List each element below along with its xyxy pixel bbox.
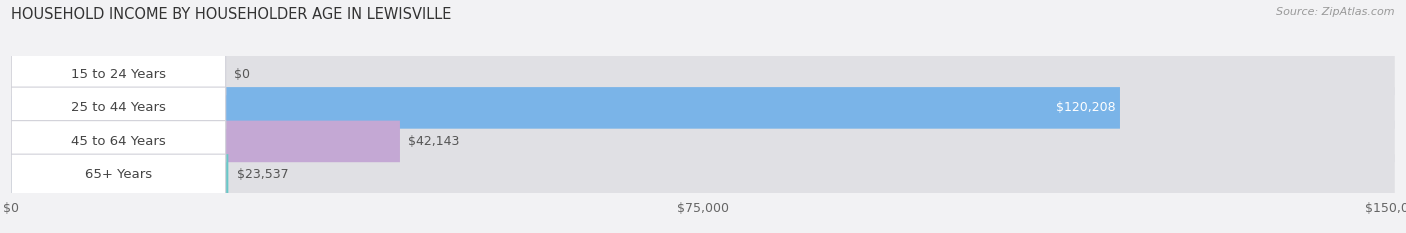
FancyBboxPatch shape: [11, 121, 226, 162]
Text: 65+ Years: 65+ Years: [84, 168, 152, 182]
FancyBboxPatch shape: [11, 54, 1395, 95]
FancyBboxPatch shape: [11, 154, 228, 196]
FancyBboxPatch shape: [11, 154, 1395, 196]
FancyBboxPatch shape: [11, 54, 226, 95]
FancyBboxPatch shape: [11, 87, 1121, 129]
FancyBboxPatch shape: [11, 121, 1395, 162]
Text: $42,143: $42,143: [408, 135, 460, 148]
Text: Source: ZipAtlas.com: Source: ZipAtlas.com: [1277, 7, 1395, 17]
FancyBboxPatch shape: [11, 121, 399, 162]
FancyBboxPatch shape: [11, 87, 226, 129]
Text: $120,208: $120,208: [1056, 101, 1116, 114]
Text: $0: $0: [233, 68, 250, 81]
FancyBboxPatch shape: [11, 154, 226, 196]
Text: 25 to 44 Years: 25 to 44 Years: [72, 101, 166, 114]
Text: $23,537: $23,537: [236, 168, 288, 182]
Text: HOUSEHOLD INCOME BY HOUSEHOLDER AGE IN LEWISVILLE: HOUSEHOLD INCOME BY HOUSEHOLDER AGE IN L…: [11, 7, 451, 22]
FancyBboxPatch shape: [11, 87, 1395, 129]
Text: 15 to 24 Years: 15 to 24 Years: [70, 68, 166, 81]
Text: 45 to 64 Years: 45 to 64 Years: [72, 135, 166, 148]
